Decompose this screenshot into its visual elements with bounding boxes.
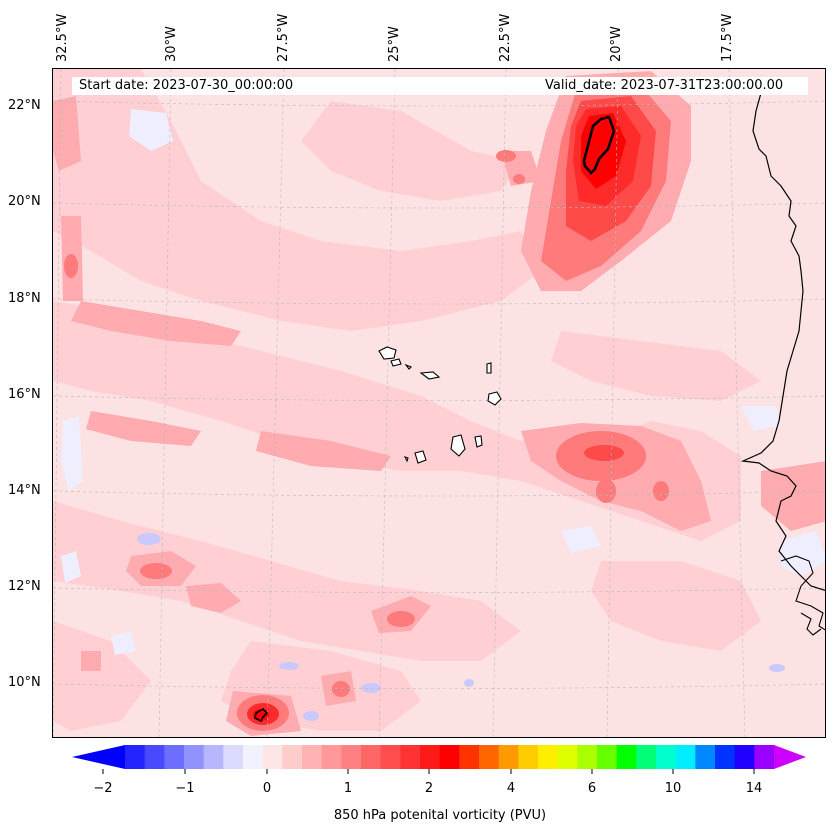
cb-tick-neg2: −2 xyxy=(93,781,113,796)
colorbar-cell xyxy=(557,745,578,769)
lat-label-22n: 22°N xyxy=(8,98,41,113)
colorbar-cell xyxy=(656,745,677,769)
cb-tick-14: 14 xyxy=(745,781,763,796)
colorbar-cell xyxy=(262,745,283,769)
pv-light-bands xyxy=(53,69,761,731)
lat-label-16n: 16°N xyxy=(8,387,41,402)
valid-date-label: Valid_date: 2023-07-31T23:00:00.00 xyxy=(545,78,784,93)
colorbar-cell xyxy=(282,745,303,769)
pv-contour-north xyxy=(582,115,616,175)
cabo-verde-islands xyxy=(378,346,502,464)
colorbar-cell xyxy=(380,745,401,769)
colorbar-cell xyxy=(479,745,500,769)
colorbar-cell xyxy=(243,745,264,769)
gridlines xyxy=(53,69,825,737)
pv-contour-south xyxy=(254,708,269,723)
cb-tick-1: 1 xyxy=(343,781,353,796)
colorbar-extend-min xyxy=(72,745,125,769)
lat-label-18n: 18°N xyxy=(8,291,41,306)
colorbar-cell xyxy=(616,745,637,769)
colorbar-cell xyxy=(754,745,775,769)
colorbar-cell xyxy=(223,745,244,769)
colorbar-cell xyxy=(538,745,559,769)
pv-negative-patches xyxy=(61,109,825,655)
lon-label-32-5w: 32.5°W xyxy=(55,13,70,62)
lon-label-20w: 20°W xyxy=(609,26,624,62)
coastline-guinea-bissau xyxy=(780,555,825,636)
pv-maximum-east xyxy=(556,431,646,481)
colorbar xyxy=(72,745,806,774)
lat-label-10n: 10°N xyxy=(8,675,41,690)
coastline-africa xyxy=(740,84,825,592)
lon-label-30w: 30°W xyxy=(164,26,179,62)
colorbar-cell xyxy=(203,745,224,769)
colorbar-cell xyxy=(675,745,696,769)
pv-contour-map xyxy=(53,69,825,737)
pv-maximum-south xyxy=(237,695,289,731)
lon-label-17-5w: 17.5°W xyxy=(720,13,735,62)
start-date-label: Start date: 2023-07-30_00:00:00 xyxy=(79,78,294,93)
colorbar-cell xyxy=(361,745,382,769)
colorbar-cell xyxy=(125,745,146,769)
colorbar-cell xyxy=(695,745,716,769)
colorbar-cell xyxy=(577,745,598,769)
lon-label-22-5w: 22.5°W xyxy=(498,13,513,62)
lat-label-14n: 14°N xyxy=(8,483,41,498)
colorbar-cells xyxy=(125,745,775,769)
lat-label-12n: 12°N xyxy=(8,579,41,594)
colorbar-cell xyxy=(518,745,539,769)
lat-label-20n: 20°N xyxy=(8,194,41,209)
colorbar-cell xyxy=(636,745,657,769)
colorbar-cell xyxy=(734,745,755,769)
pv-maximum-north xyxy=(521,71,691,291)
map-frame[interactable] xyxy=(52,68,826,738)
cb-tick-neg1: −1 xyxy=(175,781,195,796)
lon-label-27-5w: 27.5°W xyxy=(276,13,291,62)
colorbar-cell xyxy=(597,745,618,769)
colorbar-cell xyxy=(302,745,323,769)
colorbar-cell xyxy=(341,745,362,769)
cb-tick-6: 6 xyxy=(587,781,597,796)
colorbar-label: 850 hPa potenital vorticity (PVU) xyxy=(333,808,547,823)
colorbar-cell xyxy=(144,745,165,769)
colorbar-cell xyxy=(184,745,205,769)
colorbar-cell xyxy=(321,745,342,769)
cb-tick-0: 0 xyxy=(262,781,272,796)
colorbar-cell xyxy=(498,745,519,769)
cb-tick-4: 4 xyxy=(506,781,516,796)
cb-tick-2: 2 xyxy=(424,781,434,796)
colorbar-cell xyxy=(400,745,421,769)
lon-label-25w: 25°W xyxy=(387,26,402,62)
colorbar-extend-max xyxy=(774,745,806,769)
colorbar-cell xyxy=(420,745,441,769)
header-strip xyxy=(72,77,808,95)
cb-tick-10: 10 xyxy=(664,781,682,796)
colorbar-cell xyxy=(164,745,185,769)
colorbar-cell xyxy=(459,745,480,769)
colorbar-cell xyxy=(439,745,460,769)
colorbar-cell xyxy=(715,745,736,769)
